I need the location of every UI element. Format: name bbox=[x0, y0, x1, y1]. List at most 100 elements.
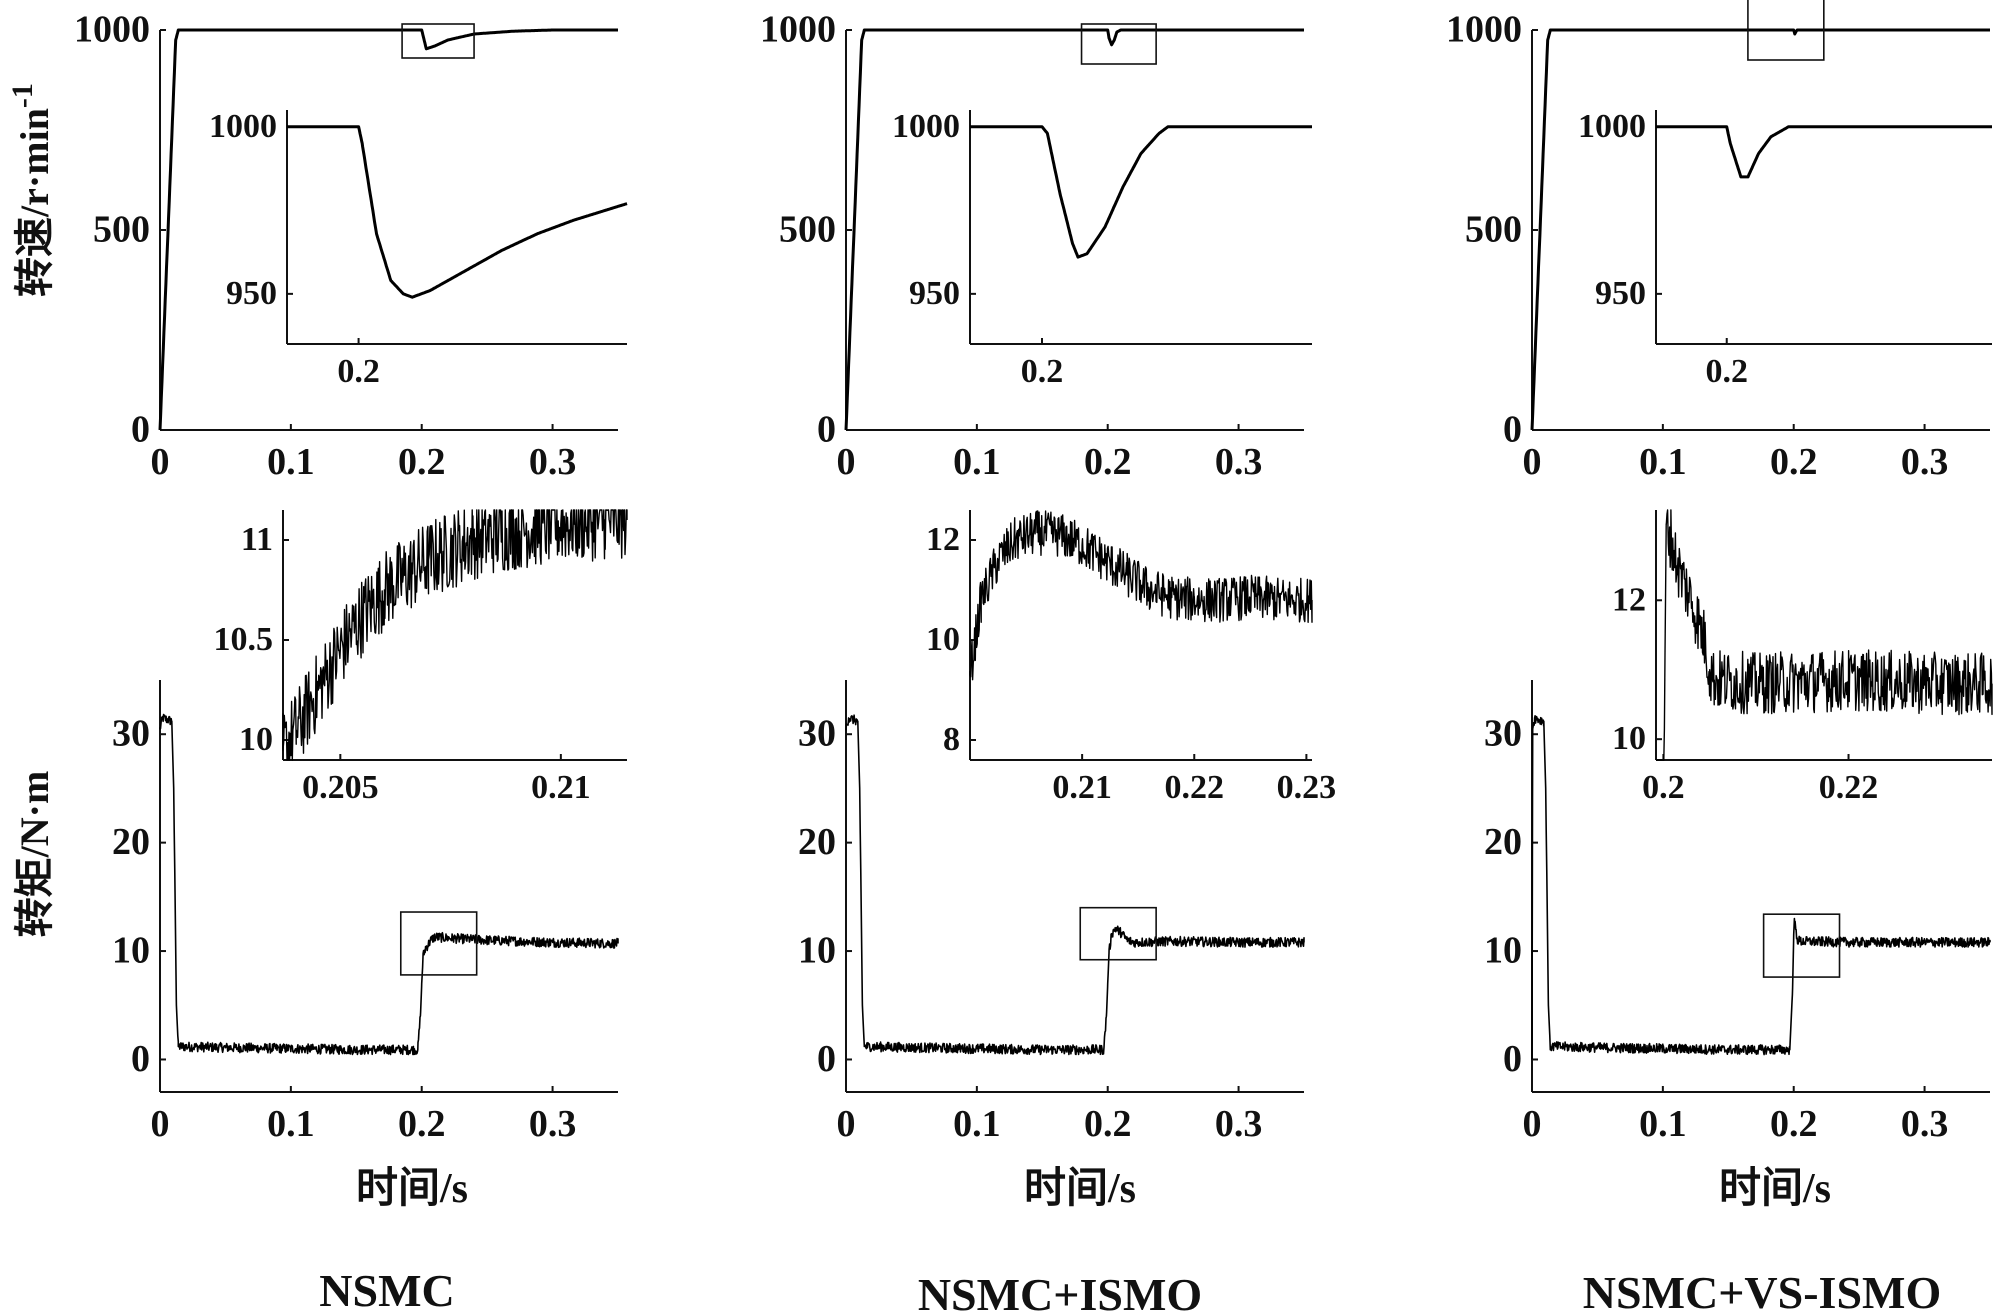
torque-nsmc-inset-y-tick-label: 11 bbox=[241, 521, 273, 558]
torque-nsmc-ismo-zoom-box bbox=[1079, 906, 1157, 961]
torque-nsmc-main-x-tick-label: 0.2 bbox=[398, 1103, 446, 1145]
torque-nsmc-main-series-line bbox=[159, 713, 619, 1056]
speed-nsmc-ismo-main-x-tick-label: 0.3 bbox=[1215, 441, 1263, 483]
y-axis-label-torque: 转矩/N·m bbox=[12, 771, 57, 938]
speed-nsmc-main-x-tick-label: 0.2 bbox=[398, 441, 446, 483]
speed-nsmc-ismo-main-series-line bbox=[844, 28, 1305, 431]
torque-nsmc-vs-ismo-inset-series-line bbox=[1655, 509, 1993, 761]
torque-nsmc-main-y-tick-label: 20 bbox=[112, 821, 150, 863]
torque-nsmc-main-y-tick-label: 30 bbox=[112, 713, 150, 755]
torque-nsmc-ismo-inset-background bbox=[968, 504, 1314, 762]
speed-nsmc-main-y-tick-label: 500 bbox=[93, 209, 150, 251]
torque-nsmc-ismo-main-y-tick-label: 30 bbox=[798, 713, 836, 755]
speed-nsmc-ismo-inset-y-tick-label: 1000 bbox=[892, 108, 960, 145]
speed-nsmc-vs-ismo-main-y-tick-label: 0 bbox=[1503, 409, 1522, 451]
torque-nsmc-ismo-panel: 0 0.1 0.2 0.3 0 10 20 30 0.21 0.22 0.23 8 10 12 bbox=[798, 504, 1336, 1145]
torque-nsmc-inset-y-tick-label: 10.5 bbox=[214, 621, 274, 658]
speed-nsmc-ismo-main-x-tick-label: 0.2 bbox=[1084, 441, 1132, 483]
speed-nsmc-vs-ismo-main-x-tick-label: 0.1 bbox=[1639, 441, 1687, 483]
torque-nsmc-ismo-main-y-tick-label: 0 bbox=[817, 1038, 836, 1080]
speed-nsmc-vs-ismo-main-series-line bbox=[1530, 28, 1991, 431]
speed-nsmc-ismo-inset-x-tick-label: 0.2 bbox=[1021, 353, 1064, 390]
torque-nsmc-vs-ismo-inset-x-tick-label: 0.22 bbox=[1819, 769, 1879, 806]
x-axis-label-col3: 时间/s bbox=[1719, 1165, 1831, 1212]
torque-nsmc-vs-ismo-main-y-tick-label: 30 bbox=[1484, 713, 1522, 755]
speed-nsmc-ismo-main-x-tick-label: 0 bbox=[837, 441, 856, 483]
torque-nsmc-vs-ismo-main-x-tick-label: 0.2 bbox=[1770, 1103, 1818, 1145]
speed-nsmc-vs-ismo-panel: 0 0.1 0.2 0.3 0 500 1000 0.2 950 1000 bbox=[1446, 0, 1994, 483]
torque-nsmc-vs-ismo-main-y-tick-label: 10 bbox=[1484, 930, 1522, 972]
speed-nsmc-main-y-tick-label: 0 bbox=[131, 409, 150, 451]
torque-nsmc-ismo-main-x-tick-label: 0.1 bbox=[953, 1103, 1001, 1145]
torque-nsmc-vs-ismo-zoom-box bbox=[1762, 913, 1841, 978]
speed-nsmc-ismo-main-y-tick-label: 500 bbox=[779, 209, 836, 251]
speed-nsmc-ismo-zoom-box bbox=[1080, 23, 1157, 65]
speed-nsmc-main-x-tick-label: 0.1 bbox=[267, 441, 315, 483]
column-title-nsmc-ismo: NSMC+ISMO bbox=[918, 1269, 1202, 1316]
torque-nsmc-panel: 0 0.1 0.2 0.3 0 10 20 30 0.205 0.21 10 10.5 11 bbox=[112, 504, 629, 1145]
speed-nsmc-inset-y-tick-label: 950 bbox=[226, 275, 277, 312]
speed-nsmc-vs-ismo-zoom-box bbox=[1747, 0, 1825, 61]
torque-nsmc-inset-y-tick-label: 10 bbox=[239, 721, 273, 758]
torque-nsmc-ismo-inset-series-line bbox=[969, 510, 1313, 681]
speed-nsmc-zoom-box bbox=[401, 23, 475, 59]
speed-nsmc-vs-ismo-main-x-tick-label: 0.2 bbox=[1770, 441, 1818, 483]
torque-nsmc-inset-x-tick-label: 0.21 bbox=[531, 769, 591, 806]
torque-nsmc-ismo-main-x-tick-label: 0.2 bbox=[1084, 1103, 1132, 1145]
x-axis-label-col2: 时间/s bbox=[1024, 1165, 1136, 1212]
torque-nsmc-ismo-inset-x-tick-label: 0.23 bbox=[1277, 769, 1337, 806]
speed-nsmc-panel: 0 0.1 0.2 0.3 0 500 1000 0.2 950 1000 bbox=[74, 9, 629, 483]
torque-nsmc-main-x-tick-label: 0.3 bbox=[529, 1103, 577, 1145]
speed-nsmc-vs-ismo-main-x-tick-label: 0 bbox=[1523, 441, 1542, 483]
speed-nsmc-main-series-line bbox=[158, 28, 619, 431]
x-axis-label-col1: 时间/s bbox=[356, 1165, 468, 1212]
y-axis-label-speed: 转速/r·min-1 bbox=[6, 83, 57, 297]
torque-nsmc-inset-series-line bbox=[282, 509, 628, 761]
torque-nsmc-main-y-tick-label: 0 bbox=[131, 1038, 150, 1080]
torque-nsmc-ismo-main-series-line bbox=[845, 714, 1305, 1056]
speed-nsmc-inset-y-tick-label: 1000 bbox=[209, 108, 277, 145]
torque-nsmc-ismo-inset-x-tick-label: 0.22 bbox=[1165, 769, 1225, 806]
torque-nsmc-vs-ismo-inset-x-tick-label: 0.2 bbox=[1642, 769, 1685, 806]
torque-nsmc-inset-background bbox=[281, 504, 629, 762]
torque-nsmc-vs-ismo-inset-background bbox=[1654, 504, 1994, 762]
torque-nsmc-vs-ismo-panel: 0 0.1 0.2 0.3 0 10 20 30 0.2 0.22 10 12 bbox=[1484, 504, 1994, 1145]
speed-nsmc-inset-series-line bbox=[286, 125, 628, 299]
torque-nsmc-ismo-main-x-tick-label: 0 bbox=[837, 1103, 856, 1145]
torque-nsmc-ismo-inset-y-tick-label: 8 bbox=[943, 721, 960, 758]
torque-nsmc-main-y-tick-label: 10 bbox=[112, 930, 150, 972]
y-axis-label-speed-text: 转速/r·min bbox=[12, 108, 57, 297]
torque-nsmc-inset-x-tick-label: 0.205 bbox=[302, 769, 379, 806]
torque-nsmc-ismo-main-y-tick-label: 20 bbox=[798, 821, 836, 863]
speed-nsmc-vs-ismo-inset-x-tick-label: 0.2 bbox=[1705, 353, 1748, 390]
torque-nsmc-vs-ismo-main-y-tick-label: 20 bbox=[1484, 821, 1522, 863]
speed-nsmc-main-x-tick-label: 0.3 bbox=[529, 441, 577, 483]
speed-nsmc-vs-ismo-inset-y-tick-label: 1000 bbox=[1578, 108, 1646, 145]
speed-nsmc-ismo-main-y-tick-label: 0 bbox=[817, 409, 836, 451]
torque-nsmc-main-x-tick-label: 0.1 bbox=[267, 1103, 315, 1145]
speed-nsmc-vs-ismo-inset-background bbox=[1654, 104, 1994, 346]
torque-nsmc-vs-ismo-main-y-tick-label: 0 bbox=[1503, 1038, 1522, 1080]
column-title-nsmc-vs-ismo: NSMC+VS-ISMO bbox=[1583, 1267, 1941, 1316]
speed-nsmc-main-x-tick-label: 0 bbox=[151, 441, 170, 483]
column-title-nsmc: NSMC bbox=[319, 1265, 454, 1316]
speed-nsmc-vs-ismo-inset-y-tick-label: 950 bbox=[1595, 275, 1646, 312]
torque-nsmc-vs-ismo-inset-y-tick-label: 10 bbox=[1612, 720, 1646, 757]
speed-nsmc-ismo-main-y-tick-label: 1000 bbox=[760, 9, 836, 51]
speed-nsmc-vs-ismo-main-y-tick-label: 500 bbox=[1465, 209, 1522, 251]
torque-nsmc-vs-ismo-main-x-tick-label: 0.1 bbox=[1639, 1103, 1687, 1145]
speed-nsmc-vs-ismo-main-x-tick-label: 0.3 bbox=[1901, 441, 1949, 483]
torque-nsmc-vs-ismo-main-series-line bbox=[1531, 715, 1991, 1060]
torque-nsmc-ismo-inset-y-tick-label: 12 bbox=[926, 521, 960, 558]
speed-nsmc-ismo-panel: 0 0.1 0.2 0.3 0 500 1000 0.2 950 1000 bbox=[760, 9, 1314, 483]
torque-nsmc-zoom-box bbox=[399, 911, 478, 976]
speed-nsmc-ismo-inset-series-line bbox=[969, 125, 1313, 259]
torque-nsmc-ismo-main-x-tick-label: 0.3 bbox=[1215, 1103, 1263, 1145]
speed-nsmc-inset-x-tick-label: 0.2 bbox=[337, 353, 380, 390]
torque-nsmc-vs-ismo-inset-y-tick-label: 12 bbox=[1612, 581, 1646, 618]
torque-nsmc-ismo-inset-y-tick-label: 10 bbox=[926, 621, 960, 658]
speed-nsmc-ismo-inset-y-tick-label: 950 bbox=[909, 275, 960, 312]
speed-nsmc-vs-ismo-main-y-tick-label: 1000 bbox=[1446, 9, 1522, 51]
